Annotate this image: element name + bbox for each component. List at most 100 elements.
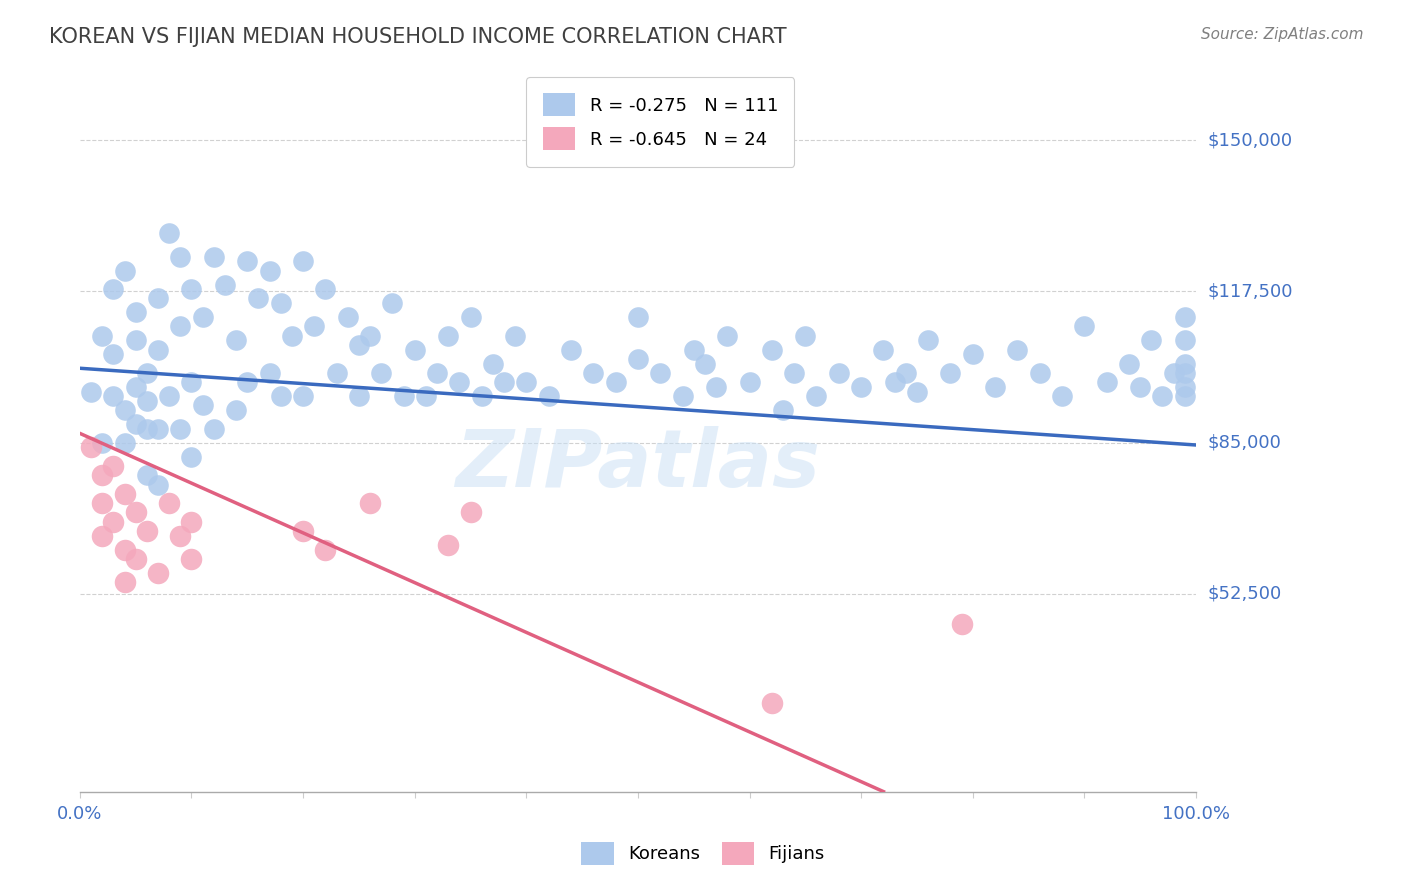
Point — [704, 380, 727, 394]
Point — [716, 328, 738, 343]
Point — [180, 515, 202, 529]
Point — [124, 334, 146, 348]
Point — [905, 384, 928, 399]
Point — [671, 389, 693, 403]
Point — [1007, 343, 1029, 357]
Point — [114, 263, 136, 277]
Point — [157, 227, 180, 241]
Point — [91, 468, 114, 483]
Point — [247, 292, 270, 306]
Point — [761, 696, 783, 710]
Point — [325, 366, 347, 380]
Point — [1163, 366, 1185, 380]
Point — [437, 328, 460, 343]
Point — [146, 292, 169, 306]
Point — [281, 328, 304, 343]
Point — [1073, 319, 1095, 334]
Point — [292, 389, 315, 403]
Point — [225, 403, 247, 417]
Point — [259, 263, 281, 277]
Point — [849, 380, 872, 394]
Point — [515, 375, 537, 389]
Point — [1140, 334, 1163, 348]
Point — [1174, 380, 1197, 394]
Point — [460, 506, 482, 520]
Point — [582, 366, 605, 380]
Point — [169, 250, 191, 264]
Point — [359, 328, 381, 343]
Point — [80, 440, 103, 454]
Point — [359, 496, 381, 510]
Point — [471, 389, 494, 403]
Text: Source: ZipAtlas.com: Source: ZipAtlas.com — [1201, 27, 1364, 42]
Legend: R = -0.275   N = 111, R = -0.645   N = 24: R = -0.275 N = 111, R = -0.645 N = 24 — [526, 77, 794, 167]
Point — [103, 458, 125, 473]
Point — [370, 366, 392, 380]
Point — [169, 529, 191, 543]
Point — [872, 343, 894, 357]
Point — [135, 524, 157, 538]
Point — [135, 366, 157, 380]
Point — [1028, 366, 1050, 380]
Point — [114, 542, 136, 557]
Text: $117,500: $117,500 — [1208, 283, 1292, 301]
Point — [883, 375, 905, 389]
Point — [917, 334, 939, 348]
Point — [894, 366, 917, 380]
Point — [939, 366, 962, 380]
Point — [437, 538, 460, 552]
Point — [984, 380, 1007, 394]
Point — [560, 343, 582, 357]
Point — [682, 343, 704, 357]
Point — [1152, 389, 1174, 403]
Point — [1050, 389, 1073, 403]
Text: $85,000: $85,000 — [1208, 434, 1281, 451]
Point — [202, 250, 225, 264]
Point — [1174, 389, 1197, 403]
Point — [114, 435, 136, 450]
Point — [135, 422, 157, 436]
Point — [103, 347, 125, 361]
Point — [135, 393, 157, 408]
Point — [449, 375, 471, 389]
Point — [169, 319, 191, 334]
Point — [738, 375, 761, 389]
Text: $52,500: $52,500 — [1208, 585, 1281, 603]
Point — [482, 357, 505, 371]
Text: KOREAN VS FIJIAN MEDIAN HOUSEHOLD INCOME CORRELATION CHART: KOREAN VS FIJIAN MEDIAN HOUSEHOLD INCOME… — [49, 27, 787, 46]
Point — [415, 389, 437, 403]
Point — [1129, 380, 1152, 394]
Point — [236, 254, 259, 268]
Point — [91, 529, 114, 543]
Point — [270, 296, 292, 310]
Point — [1174, 334, 1197, 348]
Point — [180, 282, 202, 296]
Point — [80, 384, 103, 399]
Point — [124, 552, 146, 566]
Point — [236, 375, 259, 389]
Point — [1095, 375, 1118, 389]
Point — [304, 319, 326, 334]
Point — [492, 375, 515, 389]
Point — [336, 310, 359, 324]
Point — [270, 389, 292, 403]
Text: $150,000: $150,000 — [1208, 131, 1292, 149]
Point — [503, 328, 526, 343]
Point — [135, 468, 157, 483]
Point — [761, 343, 783, 357]
Point — [1118, 357, 1140, 371]
Text: ZIPatlas: ZIPatlas — [456, 426, 821, 504]
Point — [627, 310, 650, 324]
Point — [1174, 357, 1197, 371]
Point — [314, 542, 336, 557]
Point — [404, 343, 426, 357]
Point — [114, 487, 136, 501]
Point — [1174, 366, 1197, 380]
Point — [950, 617, 973, 632]
Point — [347, 389, 370, 403]
Point — [157, 496, 180, 510]
Point — [347, 338, 370, 352]
Point — [91, 328, 114, 343]
Point — [962, 347, 984, 361]
Point — [103, 282, 125, 296]
